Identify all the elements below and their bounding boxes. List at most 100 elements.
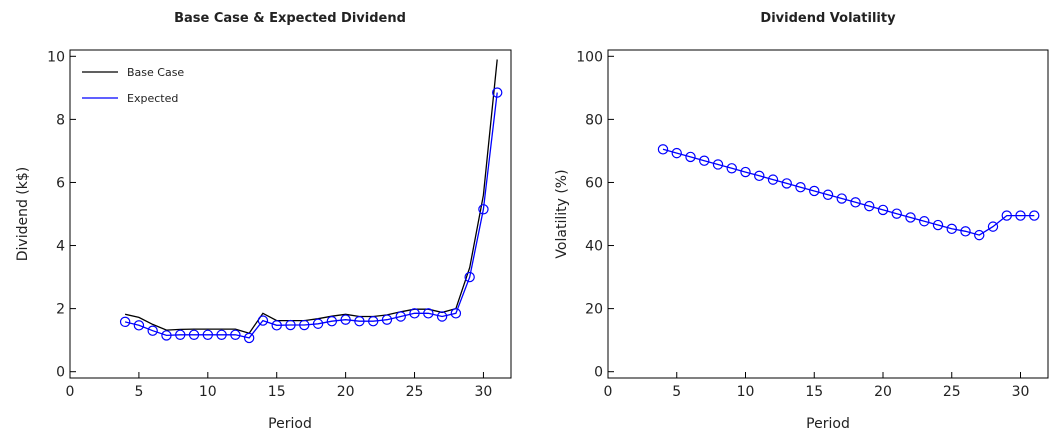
right-data-point [877,204,889,216]
left-data-point [354,316,365,327]
right-data-point [781,178,792,189]
left-data-point [175,329,186,340]
right-x-tick-label: 15 [805,384,823,400]
right-data-point [726,163,737,174]
chart-right-ylabel: Volatility (%) [554,169,570,258]
right-data-point [1001,210,1012,221]
left-data-point [381,314,393,325]
right-data-point [767,174,779,185]
left-data-point [133,320,145,331]
left-data-point [395,311,406,322]
right-x-tick-label: 5 [672,384,681,400]
right-y-tick-label: 20 [585,302,603,318]
left-y-tick-label: 10 [47,49,65,65]
left-data-point [188,329,200,340]
chart-left-ticks: 0 5 10 15 20 25 30 0 2 4 6 8 10 [47,49,492,400]
left-data-point [299,319,310,331]
left-data-point [202,329,214,340]
left-data-point [161,330,172,341]
left-data-point [340,314,351,325]
right-data-point [657,144,669,155]
right-data-point [740,166,751,178]
left-y-tick-label: 4 [56,239,65,255]
chart-left-ylabel: Dividend (k$) [15,167,31,262]
right-data-point [809,185,820,197]
left-x-tick-label: 10 [199,384,217,400]
right-data-point [685,151,696,163]
right-y-tick-label: 40 [585,239,603,255]
left-data-point [464,271,475,283]
left-x-tick-label: 20 [337,384,355,400]
chart-right-plot-area [657,144,1040,241]
left-data-point [478,204,489,215]
left-data-point [436,311,448,322]
right-data-point [712,159,724,170]
right-series-line-0 [662,148,1035,236]
right-data-point [671,147,682,159]
right-data-point [699,155,710,166]
right-data-point [905,212,916,223]
chart-right-frame [607,49,1049,379]
left-y-tick-label: 6 [56,175,65,191]
right-x-tick-label: 10 [737,384,755,400]
left-data-point [326,316,338,327]
right-data-point [974,229,985,241]
legend-label-expected: Expected [127,92,178,105]
left-data-point [230,329,241,340]
left-data-point [271,320,282,331]
right-data-point [960,226,971,237]
right-data-point [987,221,999,232]
left-data-point [119,316,131,328]
left-data-point [312,318,324,329]
left-y-tick-label: 0 [56,365,65,381]
left-data-point [492,87,503,98]
chart-left: Base Case & Expected Dividend 0 5 10 15 20 25… [15,11,512,432]
chart-left-plot-area [119,59,503,344]
left-data-point [147,325,158,336]
legend-label-base-case: Base Case [127,66,184,79]
chart-left-xlabel: Period [268,416,312,432]
left-x-tick-label: 5 [134,384,143,400]
right-data-point [850,197,861,208]
right-data-point [946,223,957,235]
chart-left-frame [69,49,512,379]
right-x-tick-label: 0 [604,384,613,400]
right-x-tick-label: 20 [874,384,892,400]
right-y-tick-label: 100 [576,49,603,65]
right-data-point [932,219,944,231]
right-x-tick-label: 25 [943,384,961,400]
left-y-tick-label: 8 [56,112,65,128]
right-data-point [919,216,930,227]
right-x-tick-label: 30 [1012,384,1030,400]
chart-left-title: Base Case & Expected Dividend [174,11,406,26]
right-data-point [864,200,875,212]
right-data-point [822,189,834,200]
left-y-tick-label: 2 [56,302,65,318]
left-x-tick-label: 0 [66,384,75,400]
left-data-point [409,308,420,319]
left-series-line-1 [124,92,498,339]
left-x-tick-label: 25 [406,384,424,400]
chart-right-xlabel: Period [806,416,850,432]
right-data-point [795,181,806,193]
right-y-tick-label: 60 [585,175,603,191]
left-x-tick-label: 15 [268,384,286,400]
right-data-point [754,170,765,182]
right-data-point [836,193,847,204]
left-data-point [423,308,434,319]
right-y-tick-label: 0 [594,365,603,381]
left-data-point [285,319,296,331]
left-series-line-0 [124,59,498,334]
left-data-point [367,316,379,327]
chart-right-title: Dividend Volatility [760,11,896,26]
chart-right-ticks: 0 5 10 15 20 25 30 0 20 40 60 80 100 [576,49,1029,400]
left-x-tick-label: 30 [475,384,493,400]
left-data-point [257,315,269,326]
right-data-point [891,208,902,219]
right-data-point [1015,210,1026,221]
chart-right: Dividend Volatility 0 5 10 15 20 25 30 0 20 40 60 8… [554,11,1049,432]
left-data-point [450,308,462,319]
right-data-point [1029,210,1040,221]
right-y-tick-label: 80 [585,112,603,128]
